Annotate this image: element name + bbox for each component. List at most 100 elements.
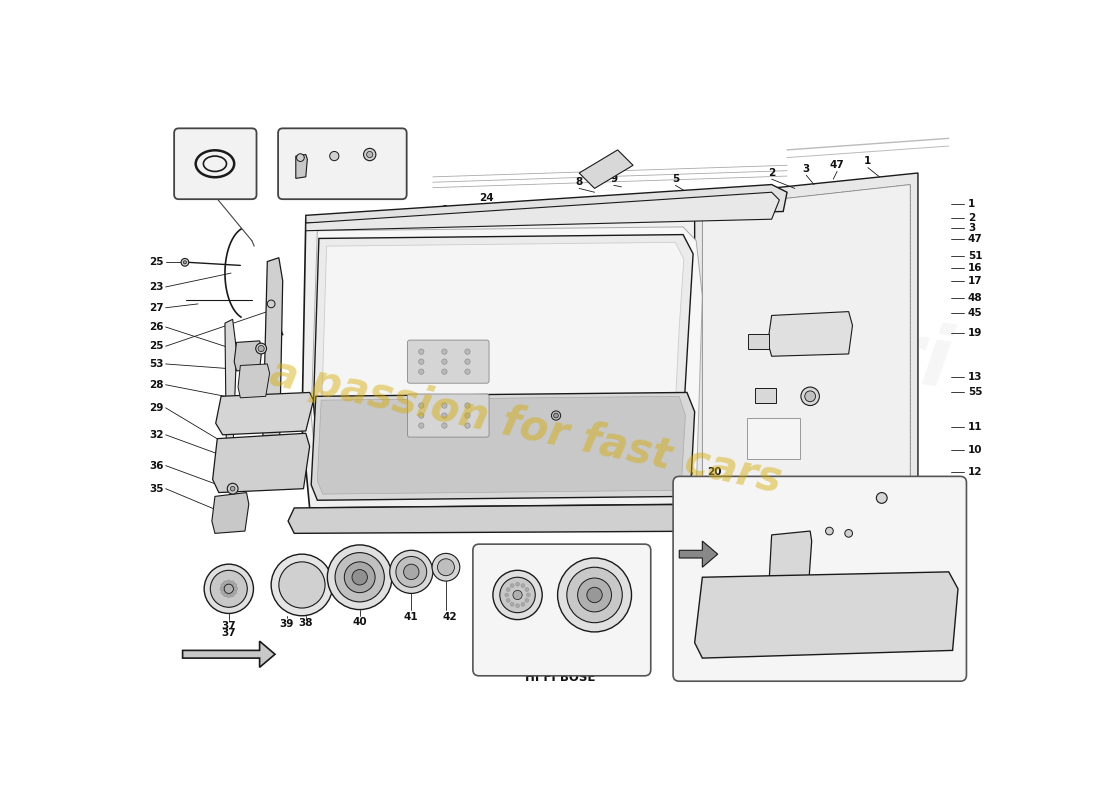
Circle shape: [344, 562, 375, 593]
Circle shape: [389, 550, 433, 594]
Circle shape: [366, 151, 373, 158]
Circle shape: [228, 483, 238, 494]
FancyBboxPatch shape: [174, 128, 256, 199]
Polygon shape: [183, 641, 275, 667]
Polygon shape: [238, 364, 270, 398]
Circle shape: [586, 587, 603, 602]
FancyBboxPatch shape: [747, 418, 800, 459]
Circle shape: [258, 346, 264, 352]
Circle shape: [442, 413, 447, 418]
Circle shape: [227, 594, 231, 598]
Polygon shape: [306, 192, 779, 230]
Circle shape: [363, 148, 376, 161]
Circle shape: [419, 413, 424, 418]
Circle shape: [267, 300, 275, 308]
Circle shape: [233, 590, 236, 594]
Text: 47: 47: [968, 234, 982, 244]
Circle shape: [404, 564, 419, 579]
Text: 44: 44: [491, 468, 506, 478]
Polygon shape: [224, 319, 236, 462]
Text: 21: 21: [560, 466, 575, 477]
Circle shape: [419, 403, 424, 408]
Circle shape: [220, 587, 223, 590]
Polygon shape: [680, 541, 717, 567]
Text: 59: 59: [587, 553, 602, 563]
Text: 50: 50: [618, 468, 632, 478]
Text: 2: 2: [968, 213, 976, 222]
Circle shape: [527, 593, 530, 597]
Circle shape: [230, 486, 235, 491]
Circle shape: [465, 359, 470, 364]
FancyBboxPatch shape: [673, 476, 967, 682]
Circle shape: [419, 369, 424, 374]
Text: 55: 55: [968, 387, 982, 398]
Circle shape: [210, 570, 248, 607]
Circle shape: [525, 598, 529, 602]
Circle shape: [845, 530, 853, 538]
Polygon shape: [212, 434, 310, 493]
Circle shape: [184, 261, 186, 264]
FancyBboxPatch shape: [763, 438, 784, 454]
Polygon shape: [212, 493, 249, 534]
Text: 12: 12: [968, 466, 982, 477]
Polygon shape: [301, 215, 717, 508]
Polygon shape: [311, 393, 695, 500]
Text: 3: 3: [968, 223, 976, 234]
Circle shape: [525, 588, 529, 591]
Text: 48: 48: [968, 293, 982, 302]
Text: 4: 4: [468, 210, 475, 220]
Polygon shape: [768, 312, 852, 356]
Text: 17: 17: [968, 276, 982, 286]
Circle shape: [578, 578, 612, 612]
Circle shape: [396, 557, 427, 587]
Text: 24: 24: [480, 194, 494, 203]
Text: 43: 43: [520, 472, 535, 482]
Text: 47: 47: [829, 160, 845, 170]
Circle shape: [221, 590, 224, 594]
Text: 46: 46: [868, 484, 883, 494]
Text: 25: 25: [148, 257, 163, 266]
Text: HI FI BOSE: HI FI BOSE: [525, 671, 595, 684]
Text: 1: 1: [865, 157, 871, 166]
Text: 54: 54: [323, 136, 339, 146]
Text: 5: 5: [672, 174, 679, 184]
FancyBboxPatch shape: [407, 340, 490, 383]
Text: 33: 33: [745, 484, 760, 494]
Polygon shape: [322, 242, 684, 485]
Text: 28: 28: [148, 380, 163, 390]
Text: 14: 14: [647, 470, 662, 480]
Circle shape: [442, 369, 447, 374]
Circle shape: [224, 584, 233, 594]
Polygon shape: [314, 234, 693, 493]
Circle shape: [419, 359, 424, 364]
Circle shape: [432, 554, 460, 581]
Text: 2: 2: [768, 168, 776, 178]
Polygon shape: [580, 150, 634, 188]
Circle shape: [516, 604, 519, 608]
Text: 31: 31: [822, 484, 837, 494]
Circle shape: [230, 581, 234, 585]
Circle shape: [233, 583, 236, 587]
FancyBboxPatch shape: [278, 128, 407, 199]
Circle shape: [558, 558, 631, 632]
Circle shape: [352, 570, 367, 585]
Circle shape: [513, 590, 522, 599]
Circle shape: [442, 359, 447, 364]
Text: 39: 39: [279, 619, 294, 630]
Circle shape: [465, 349, 470, 354]
FancyBboxPatch shape: [756, 388, 777, 403]
Text: 51: 51: [968, 251, 982, 261]
Text: 29: 29: [148, 403, 163, 413]
Circle shape: [877, 493, 887, 503]
Circle shape: [297, 154, 305, 162]
Text: 18: 18: [547, 468, 561, 478]
Text: 60: 60: [503, 553, 517, 563]
Circle shape: [510, 584, 514, 587]
Circle shape: [566, 567, 623, 622]
Circle shape: [182, 258, 189, 266]
Circle shape: [438, 558, 454, 576]
Text: 10: 10: [968, 445, 982, 455]
Text: Ferrari: Ferrari: [632, 280, 957, 405]
Polygon shape: [695, 173, 917, 542]
Text: 40: 40: [352, 617, 367, 627]
